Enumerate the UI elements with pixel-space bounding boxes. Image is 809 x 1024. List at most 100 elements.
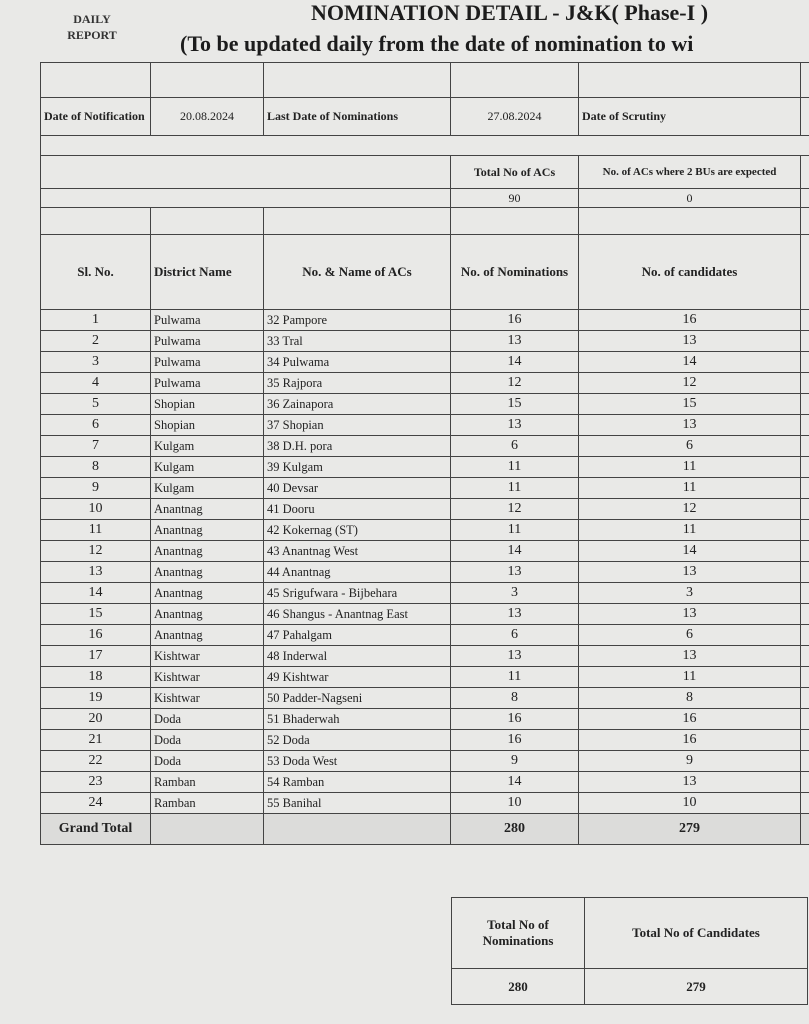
table-row: 21 Doda 52 Doda 16 16 [40, 729, 809, 751]
nominations-cell: 15 [450, 393, 579, 415]
summary-table: Total No of Nominations Total No of Cand… [451, 897, 808, 1005]
candidates-cell: 11 [578, 666, 801, 688]
candidates-cell: 3 [578, 582, 801, 604]
sl-no-cell: 24 [40, 792, 151, 814]
district-cell: Doda [150, 708, 264, 730]
sl-no-cell: 3 [40, 351, 151, 373]
candidates-cell: 8 [578, 687, 801, 709]
notification-label: Date of Notification [40, 97, 151, 136]
ac-name-cell: 44 Anantnag [263, 561, 451, 583]
nominations-cell: 13 [450, 603, 579, 625]
ac-name-cell: 40 Devsar [263, 477, 451, 499]
col-candidates: No. of candidates [578, 234, 801, 310]
sl-no-cell: 7 [40, 435, 151, 457]
nominations-cell: 6 [450, 624, 579, 646]
ac-name-cell: 34 Pulwama [263, 351, 451, 373]
two-bu-value: 0 [578, 188, 801, 208]
page-subtitle: (To be updated daily from the date of no… [180, 31, 694, 56]
page-title: NOMINATION DETAIL - J&K( Phase-I ) [311, 0, 709, 25]
candidates-cell: 16 [578, 708, 801, 730]
nominations-cell: 13 [450, 561, 579, 583]
nominations-cell: 14 [450, 351, 579, 373]
table-row: 18 Kishtwar 49 Kishtwar 11 11 [40, 666, 809, 688]
sl-no-cell: 15 [40, 603, 151, 625]
ac-name-cell: 45 Srigufwara - Bijbehara [263, 582, 451, 604]
summary-candidates-label: Total No of Candidates [584, 897, 808, 969]
nominations-cell: 9 [450, 750, 579, 772]
candidates-cell: 13 [578, 771, 801, 793]
col-ac-name: No. & Name of ACs [263, 234, 451, 310]
ac-name-cell: 43 Anantnag West [263, 540, 451, 562]
total-acs-value: 90 [450, 188, 579, 208]
table-row: 12 Anantnag 43 Anantnag West 14 14 [40, 540, 809, 562]
district-cell: Pulwama [150, 351, 264, 373]
grand-total-label: Grand Total [40, 813, 151, 845]
candidates-cell: 13 [578, 330, 801, 352]
ac-name-cell: 41 Dooru [263, 498, 451, 520]
district-cell: Doda [150, 729, 264, 751]
table-row: 24 Ramban 55 Banihal 10 10 [40, 792, 809, 814]
candidates-cell: 11 [578, 456, 801, 478]
candidates-cell: 9 [578, 750, 801, 772]
summary-candidates-value: 279 [584, 968, 808, 1005]
sl-no-cell: 6 [40, 414, 151, 436]
table-row: 19 Kishtwar 50 Padder-Nagseni 8 8 [40, 687, 809, 709]
district-cell: Anantnag [150, 603, 264, 625]
district-cell: Shopian [150, 393, 264, 415]
district-cell: Pulwama [150, 309, 264, 331]
ac-name-cell: 52 Doda [263, 729, 451, 751]
candidates-cell: 12 [578, 372, 801, 394]
total-acs-label: Total No of ACs [450, 155, 579, 189]
sl-no-cell: 4 [40, 372, 151, 394]
ac-name-cell: 53 Doda West [263, 750, 451, 772]
col-nominations: No. of Nominations [450, 234, 579, 310]
sl-no-cell: 18 [40, 666, 151, 688]
sl-no-cell: 20 [40, 708, 151, 730]
ac-name-cell: 54 Ramban [263, 771, 451, 793]
table-row: 11 Anantnag 42 Kokernag (ST) 11 11 [40, 519, 809, 541]
sl-no-cell: 10 [40, 498, 151, 520]
district-cell: Anantnag [150, 624, 264, 646]
nominations-cell: 10 [450, 792, 579, 814]
district-cell: Anantnag [150, 498, 264, 520]
table-row: 7 Kulgam 38 D.H. pora 6 6 [40, 435, 809, 457]
ac-name-cell: 33 Tral [263, 330, 451, 352]
table-row: 13 Anantnag 44 Anantnag 13 13 [40, 561, 809, 583]
nominations-cell: 12 [450, 372, 579, 394]
column-header-row: Sl. No. District Name No. & Name of ACs … [40, 234, 809, 310]
candidates-cell: 15 [578, 393, 801, 415]
nominations-cell: 13 [450, 330, 579, 352]
district-cell: Kulgam [150, 456, 264, 478]
district-cell: Anantnag [150, 519, 264, 541]
table-row: 6 Shopian 37 Shopian 13 13 [40, 414, 809, 436]
candidates-cell: 12 [578, 498, 801, 520]
sl-no-cell: 1 [40, 309, 151, 331]
nominations-cell: 16 [450, 309, 579, 331]
table-row: 8 Kulgam 39 Kulgam 11 11 [40, 456, 809, 478]
candidates-cell: 11 [578, 477, 801, 499]
blank-row [40, 62, 809, 98]
nominations-cell: 8 [450, 687, 579, 709]
nominations-cell: 13 [450, 414, 579, 436]
table-row: 22 Doda 53 Doda West 9 9 [40, 750, 809, 772]
candidates-cell: 11 [578, 519, 801, 541]
nominations-cell: 14 [450, 540, 579, 562]
ac-name-cell: 38 D.H. pora [263, 435, 451, 457]
district-cell: Shopian [150, 414, 264, 436]
summary-nominations-value: 280 [451, 968, 585, 1005]
district-cell: Pulwama [150, 330, 264, 352]
candidates-cell: 16 [578, 729, 801, 751]
district-cell: Anantnag [150, 540, 264, 562]
sl-no-cell: 23 [40, 771, 151, 793]
district-cell: Anantnag [150, 582, 264, 604]
nominations-cell: 11 [450, 519, 579, 541]
grand-total-row: Grand Total 280 279 [40, 813, 809, 845]
table-row: 14 Anantnag 45 Srigufwara - Bijbehara 3 3 [40, 582, 809, 604]
nomination-table: Date of Notification 20.08.2024 Last Dat… [40, 62, 809, 845]
scrutiny-label: Date of Scrutiny [578, 97, 801, 136]
ac-name-cell: 48 Inderwal [263, 645, 451, 667]
ac-name-cell: 36 Zainapora [263, 393, 451, 415]
sl-no-cell: 21 [40, 729, 151, 751]
ac-name-cell: 51 Bhaderwah [263, 708, 451, 730]
two-bu-label: No. of ACs where 2 BUs are expected [578, 155, 801, 189]
